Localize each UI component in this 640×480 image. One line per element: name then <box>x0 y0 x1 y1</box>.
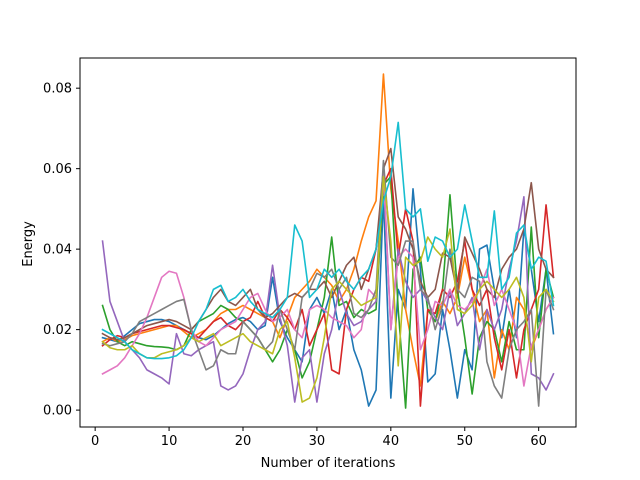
series-line-5 <box>101 167 555 403</box>
series-line-9 <box>101 175 555 403</box>
series-lines <box>101 73 555 409</box>
y-tick-label: 0.04 <box>43 243 72 258</box>
x-axis-label: Number of iterations <box>261 456 396 471</box>
x-axis-ticks: 0 10 20 30 40 50 60 <box>91 427 547 449</box>
x-tick-label: 30 <box>309 434 326 449</box>
x-tick-label: 10 <box>161 434 178 449</box>
x-tick-label: 0 <box>91 434 99 449</box>
y-tick-label: 0.00 <box>43 404 72 419</box>
x-tick-label: 50 <box>456 434 473 449</box>
plot-area-border <box>79 57 577 428</box>
x-tick-label: 40 <box>383 434 400 449</box>
axes-frame <box>79 57 577 428</box>
y-tick-label: 0.02 <box>43 323 72 338</box>
y-axis-ticks: 0.00 0.02 0.04 0.06 0.08 <box>43 82 80 419</box>
y-tick-label: 0.06 <box>43 162 72 177</box>
y-axis-label: Energy <box>21 221 36 267</box>
series-line-2 <box>101 73 555 387</box>
series-line-6 <box>101 147 555 341</box>
y-tick-label: 0.08 <box>43 82 72 97</box>
x-tick-label: 20 <box>235 434 252 449</box>
series-line-10 <box>101 121 555 360</box>
x-tick-label: 60 <box>530 434 547 449</box>
